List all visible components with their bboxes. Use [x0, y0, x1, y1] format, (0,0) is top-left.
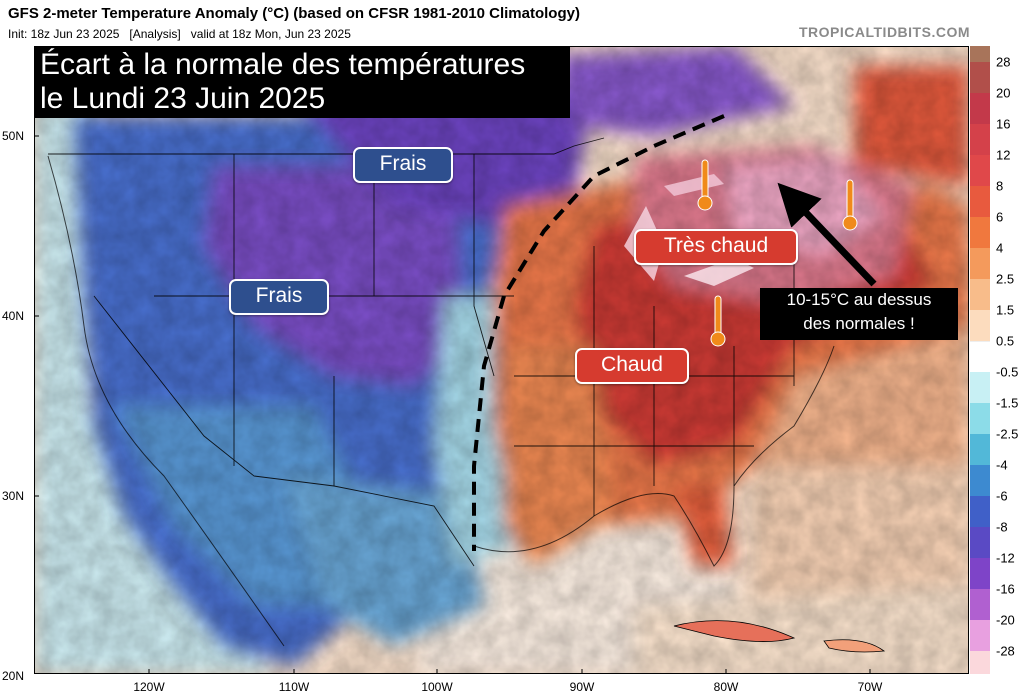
- lon-label-120w: 120W: [133, 680, 165, 694]
- colorbar-swatch: [970, 124, 990, 155]
- colorbar-swatch: [970, 248, 990, 279]
- annotation-line-2: des normales !: [803, 314, 915, 333]
- lon-label-90w: 90W: [569, 680, 595, 694]
- colorbar-swatch: [970, 465, 990, 496]
- colorbar-label: 12: [996, 147, 1011, 163]
- colorbar-label: -20: [996, 612, 1015, 628]
- thermometer-icon-northeast: [842, 179, 858, 231]
- header: GFS 2-meter Temperature Anomaly (°C) (ba…: [0, 0, 1024, 46]
- colorbar-swatch: [970, 62, 990, 93]
- colorbar-label: 8: [996, 178, 1004, 194]
- colorbar-swatch: [970, 558, 990, 589]
- thermometer-icon-lakes: [697, 159, 713, 211]
- colorbar-swatch: [970, 279, 990, 310]
- colorbar-label: -4: [996, 457, 1008, 473]
- colorbar-label: 20: [996, 85, 1011, 101]
- colorbar-label: -16: [996, 581, 1015, 597]
- label-frais-north: Frais: [353, 147, 453, 183]
- colorbar-label: 16: [996, 116, 1011, 132]
- colorbar-swatch: [970, 372, 990, 403]
- thermometer-icon-ohio: [710, 295, 726, 347]
- colorbar-label: -0.5: [996, 364, 1019, 380]
- label-chaud: Chaud: [575, 348, 689, 384]
- lon-label-70w: 70W: [857, 680, 883, 694]
- lon-label-80w: 80W: [713, 680, 739, 694]
- colorbar-label: -12: [996, 550, 1015, 566]
- colorbar-swatch: [970, 310, 990, 341]
- colorbar-label: 4: [996, 240, 1004, 256]
- source-credit: TROPICALTIDBITS.COM: [798, 24, 970, 40]
- init-valid-line: Init: 18z Jun 23 2025 [Analysis] valid a…: [8, 27, 351, 41]
- colorbar-label: 0.5: [996, 333, 1015, 349]
- colorbar-swatch: [970, 434, 990, 465]
- colorbar-swatch: [970, 155, 990, 186]
- colorbar-legend: 28 20 16 12 8 6 4 2.5 1.5 0.5 -0.5 -1.5 …: [970, 46, 1024, 674]
- colorbar-label: -8: [996, 519, 1008, 535]
- label-frais-west: Frais: [229, 279, 329, 315]
- colorbar-swatch: [970, 341, 990, 374]
- colorbar-label: 28: [996, 54, 1011, 70]
- colorbar-label: 2.5: [996, 271, 1015, 287]
- cold-warm-boundary: [472, 114, 725, 551]
- lat-label-50n: 50N: [2, 129, 25, 143]
- colorbar-label: -6: [996, 488, 1008, 504]
- chart-title: GFS 2-meter Temperature Anomaly (°C) (ba…: [8, 5, 580, 22]
- headline-banner: Écart à la normale des températures le L…: [34, 46, 570, 118]
- colorbar-swatch: [970, 93, 990, 124]
- colorbar-label: 6: [996, 209, 1004, 225]
- colorbar-swatch: [970, 651, 990, 674]
- annotation-arrow: [777, 182, 877, 287]
- anomaly-annotation: 10-15°C au dessus des normales !: [760, 288, 958, 340]
- colorbar-swatch: [970, 186, 990, 217]
- lat-label-40n: 40N: [2, 309, 25, 323]
- anomaly-map: [34, 46, 969, 674]
- colorbar-swatch: [970, 589, 990, 620]
- colorbar-label: -1.5: [996, 395, 1019, 411]
- colorbar-label: 1.5: [996, 302, 1015, 318]
- headline-line-1: Écart à la normale des températures: [40, 48, 526, 81]
- annotation-line-1: 10-15°C au dessus: [786, 290, 932, 309]
- colorbar-swatch: [970, 620, 990, 651]
- headline-line-2: le Lundi 23 Juin 2025: [40, 82, 326, 115]
- lon-label-110w: 110W: [278, 680, 310, 694]
- label-tres-chaud: Très chaud: [634, 229, 798, 265]
- colorbar-swatch: [970, 527, 990, 558]
- map-canvas: [34, 46, 969, 674]
- lat-label-30n: 30N: [2, 489, 25, 503]
- colorbar-swatch: [970, 403, 990, 434]
- colorbar-swatch: [970, 217, 990, 248]
- colorbar-swatch: [970, 496, 990, 527]
- colorbar-label: -28: [996, 643, 1015, 659]
- colorbar-swatch: [970, 46, 990, 62]
- colorbar-label: -2.5: [996, 426, 1019, 442]
- lon-label-100w: 100W: [421, 680, 453, 694]
- lat-label-20n: 20N: [2, 669, 25, 683]
